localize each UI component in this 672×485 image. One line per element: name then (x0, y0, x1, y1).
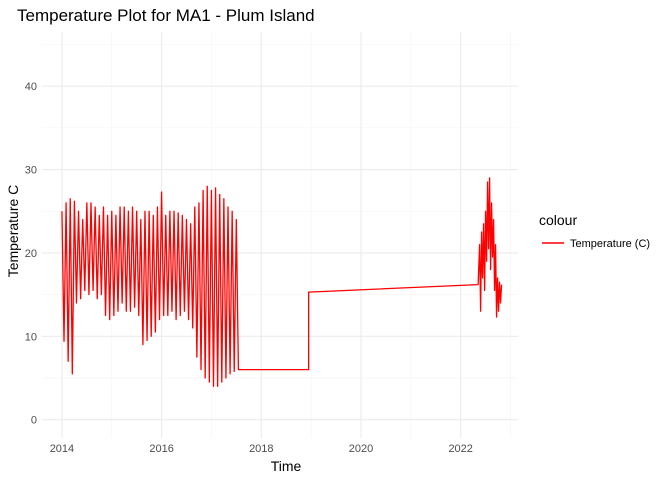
x-tick-label: 2020 (349, 443, 373, 455)
data-layer (61, 177, 503, 387)
tick-labels: 0 10 20 30 40 2014 2016 2018 2020 2022 (25, 81, 473, 455)
x-tick-label: 2014 (50, 443, 74, 455)
series-line-temperature (61, 177, 503, 387)
y-tick-label: 10 (25, 331, 37, 343)
y-tick-label: 40 (25, 81, 37, 93)
x-tick-label: 2016 (149, 443, 173, 455)
x-tick-label: 2018 (249, 443, 273, 455)
legend: colour Temperature (C) (539, 212, 650, 250)
y-axis-title: Temperature C (5, 185, 21, 278)
x-tick-label: 2022 (448, 443, 472, 455)
legend-title: colour (539, 212, 577, 228)
y-tick-label: 0 (31, 415, 37, 427)
grid (42, 32, 518, 438)
y-tick-label: 30 (25, 165, 37, 177)
legend-label-temperature: Temperature (C) (570, 238, 650, 250)
chart-title: Temperature Plot for MA1 - Plum Island (17, 6, 315, 25)
x-axis-title: Time (271, 458, 302, 474)
y-tick-label: 20 (25, 248, 37, 260)
